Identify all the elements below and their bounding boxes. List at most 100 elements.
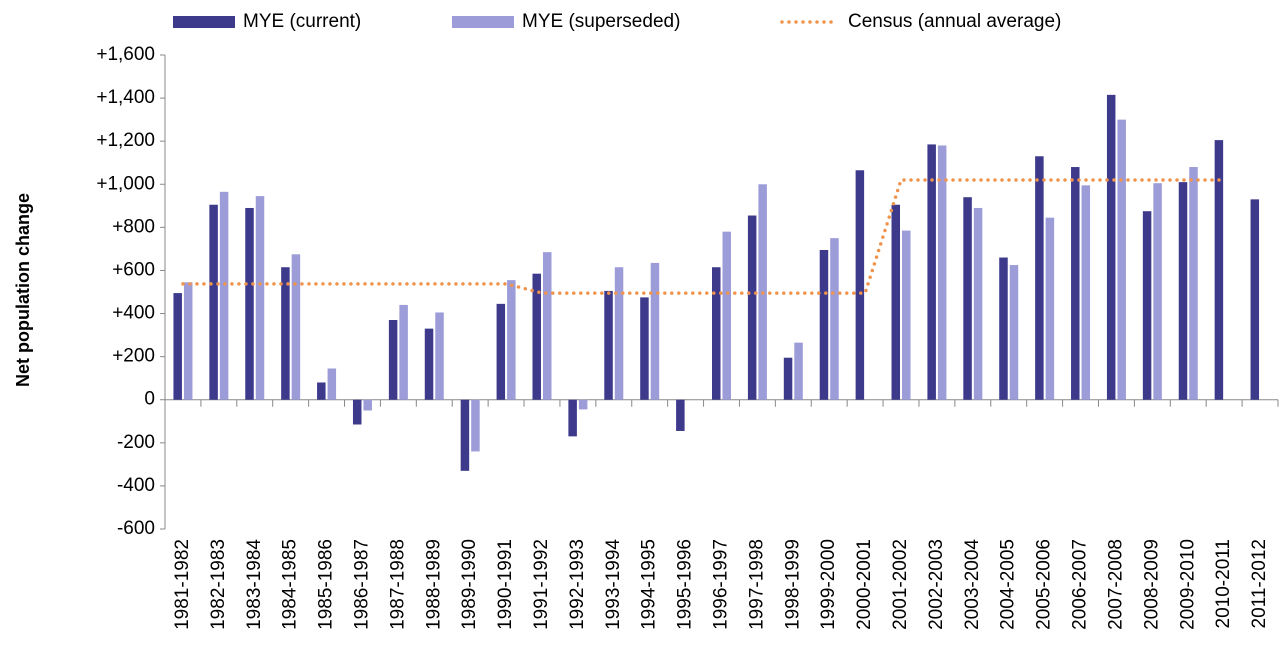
x-tick-label: 2000-2001 [854,539,875,630]
x-tick-label: 1987-1988 [387,539,408,630]
bar [855,170,865,400]
bar [424,328,434,400]
x-tick-label: 2008-2009 [1141,539,1162,630]
x-tick-label: 1994-1995 [639,539,660,630]
bar [245,207,254,400]
bar [819,249,829,400]
bar [1071,167,1080,400]
y-tick-label: +1,200 [96,130,155,151]
x-tick-label: 1995-1996 [675,539,696,630]
bar [830,238,839,400]
bar [927,144,936,400]
bar [363,399,372,411]
x-tick-label: 2011-2012 [1249,539,1270,628]
x-tick-label: 2009-2010 [1177,539,1198,630]
bar [471,399,480,452]
x-tick-label: 2003-2004 [962,539,983,630]
y-tick-label: -400 [117,475,155,496]
bar [973,207,983,400]
x-tick-label: 1983-1984 [244,539,265,630]
x-tick-label: 1993-1994 [603,539,624,630]
x-tick-label: 2002-2003 [926,539,947,630]
bar [747,215,757,400]
bar [614,267,624,400]
y-axis-title: Net population change [13,193,33,387]
x-tick-label: 1999-2000 [818,539,839,630]
bar [937,145,947,400]
bar [1035,156,1044,400]
bar [281,267,290,400]
bar [327,368,337,400]
bar [1081,185,1091,400]
x-tick-label: 2007-2008 [1105,539,1126,630]
x-tick-label: 1982-1983 [208,539,229,630]
x-tick-label: 2006-2007 [1070,539,1091,630]
x-tick-label: 1988-1989 [423,539,444,630]
bar [891,204,901,400]
bar [1178,182,1188,400]
x-tick-label: 1998-1999 [782,539,803,630]
x-tick-label: 1991-1992 [531,539,552,630]
x-tick-label: 1992-1993 [567,539,588,630]
y-tick-label: -200 [117,432,155,453]
bar [219,191,229,400]
y-tick-label: +200 [112,346,155,367]
bar [255,196,265,400]
legend-label: Census (annual average) [848,11,1061,32]
y-tick-label: +1,600 [96,44,155,65]
bar [604,290,613,400]
bar [722,231,731,400]
bar [460,399,470,471]
x-tick-label: 1990-1991 [495,539,516,630]
x-tick-label: 1997-1998 [746,539,767,630]
bar [388,320,398,400]
legend-label: MYE (superseded) [522,11,680,32]
bar [578,399,588,410]
bar [794,342,803,400]
bar [317,382,326,400]
bar [650,262,660,400]
y-tick-label: +1,000 [96,173,155,194]
bar [173,293,182,400]
x-tick-label: 2001-2002 [890,539,911,630]
census-line [181,178,1226,295]
bar [435,312,444,400]
bar [1142,211,1152,400]
bar [963,197,972,400]
bar [1153,183,1162,400]
bar [399,304,408,400]
bar [783,357,793,400]
bar [496,303,506,400]
legend-swatch [173,16,235,28]
x-tick-label: 2005-2006 [1034,539,1055,630]
bar [1117,119,1126,400]
y-tick-label: +600 [112,259,155,280]
bar [352,399,362,425]
y-tick-label: -600 [117,518,155,539]
y-tick-label: +800 [112,216,155,237]
x-tick-label: 2010-2011 [1213,539,1234,628]
bar [1189,167,1198,400]
y-tick-label: +1,400 [96,87,155,108]
bar [1009,265,1019,400]
bar [209,204,218,400]
bar [183,282,193,400]
bar [507,280,516,400]
bar [640,297,649,400]
y-tick-label: +400 [112,303,155,324]
y-tick-label: 0 [144,389,155,410]
bar [1106,94,1116,400]
bar [291,254,301,400]
bar [532,273,541,400]
bar [1045,217,1055,400]
bar [1250,199,1260,400]
x-tick-label: 1981-1982 [172,539,193,630]
bar [676,399,685,431]
bar [902,230,911,400]
bar [712,267,721,400]
x-tick-label: 1996-1997 [711,539,732,630]
x-tick-label: 1986-1987 [351,539,372,630]
bar [542,252,552,400]
bar [999,257,1008,400]
